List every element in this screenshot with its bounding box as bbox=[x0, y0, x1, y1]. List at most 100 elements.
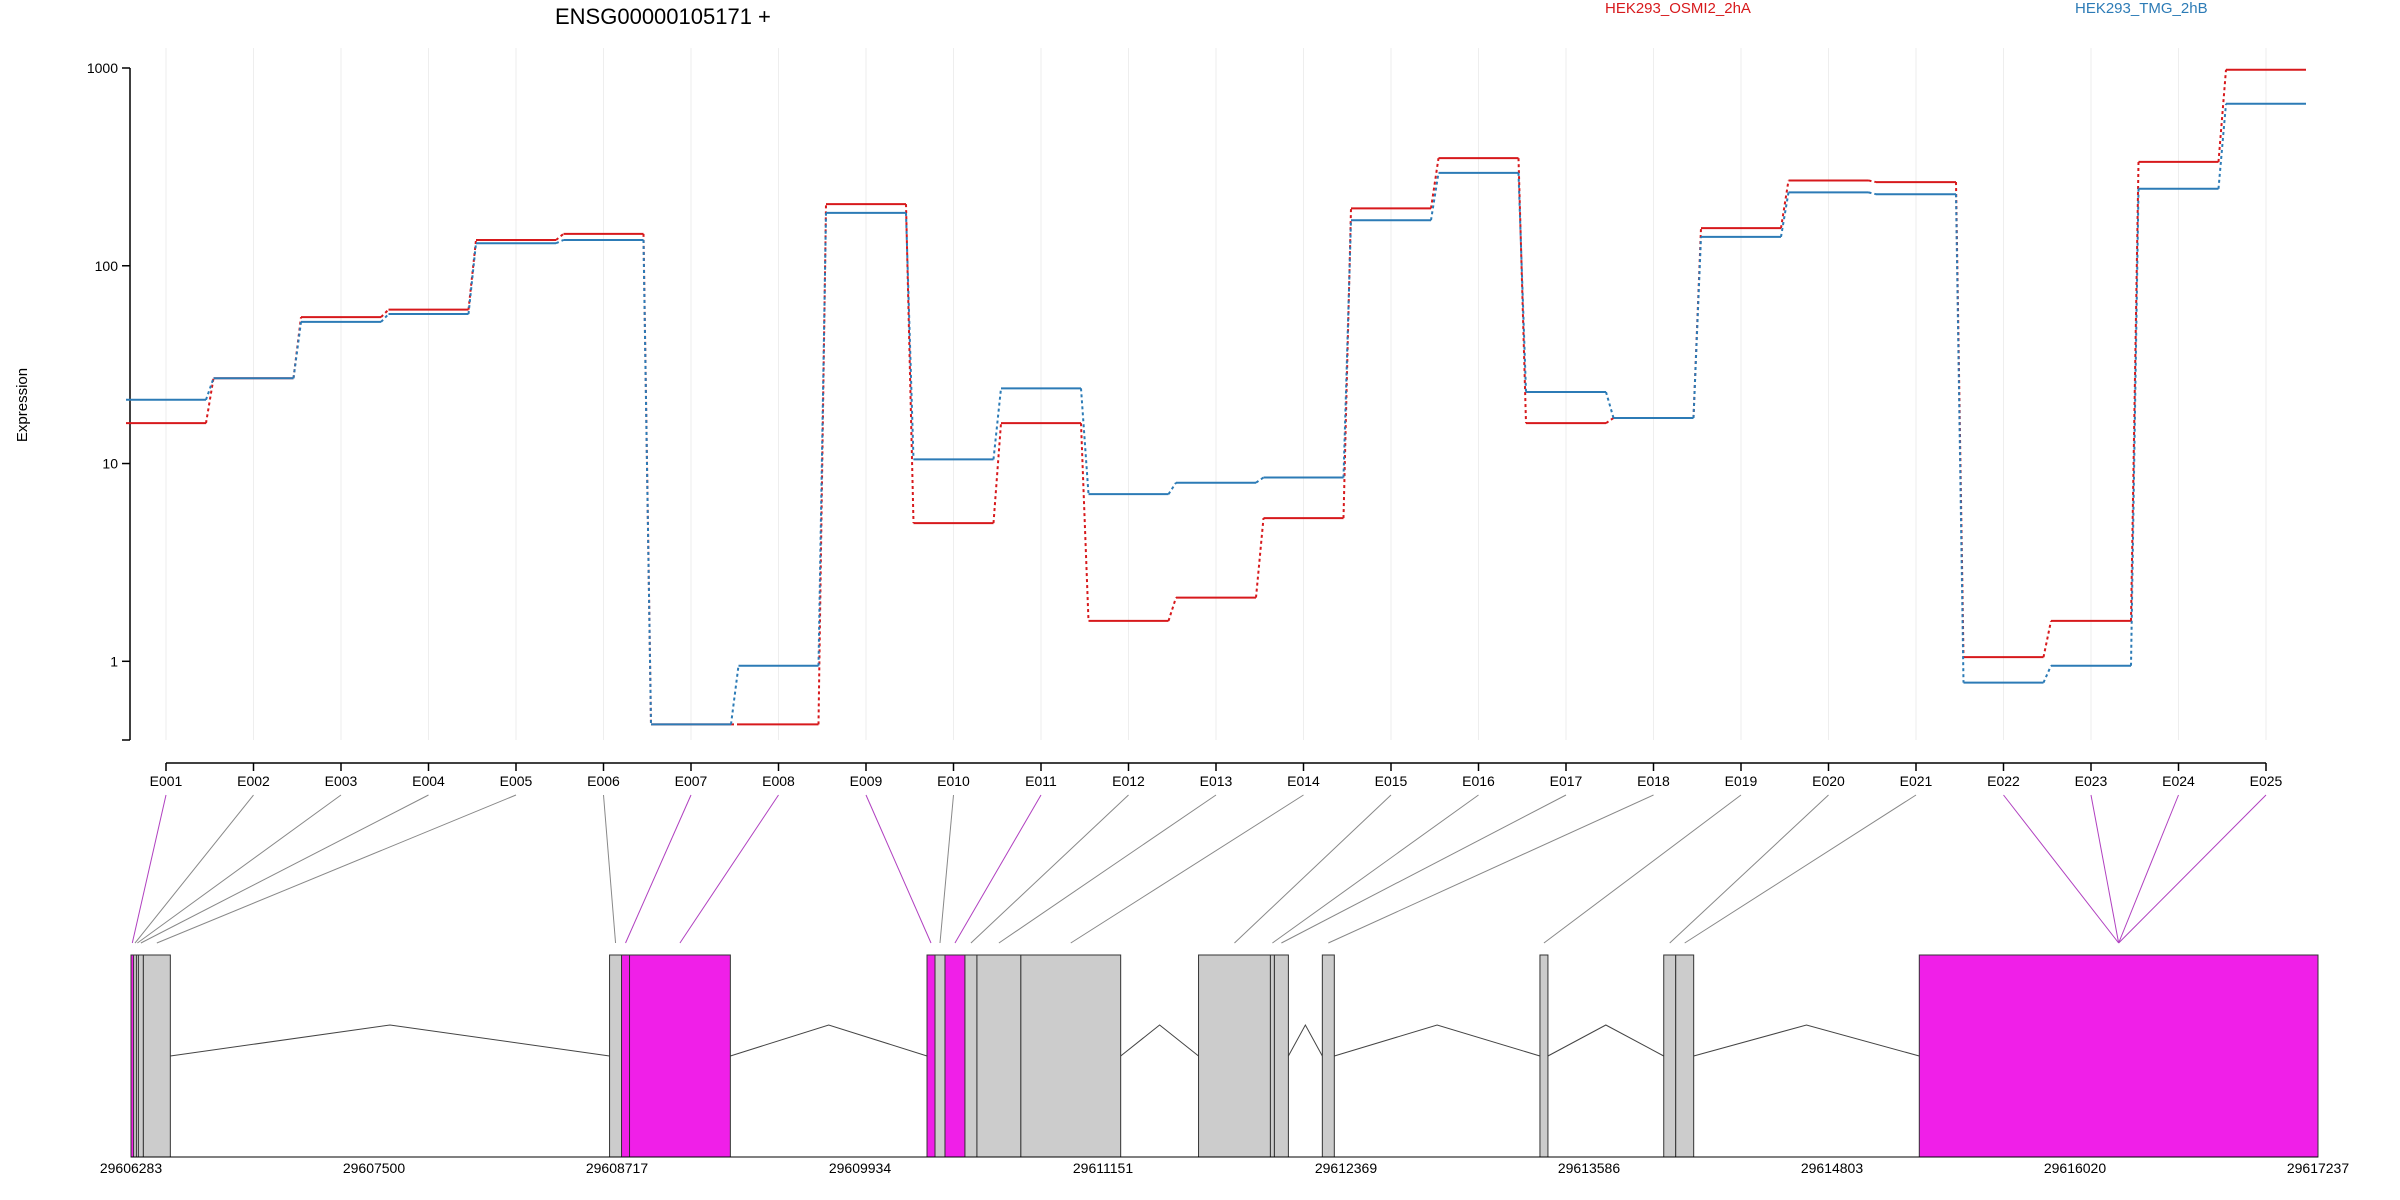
connector-e024 bbox=[2118, 794, 2179, 944]
data-transition-e001 bbox=[205, 377, 215, 401]
intron-line bbox=[730, 1024, 928, 1057]
exon-block-e013 bbox=[976, 954, 1022, 1158]
data-transition-e015 bbox=[1430, 172, 1440, 221]
coordinate-label: 29608717 bbox=[586, 1160, 649, 1176]
data-transition-e015 bbox=[1430, 158, 1440, 209]
data-transition-e010 bbox=[992, 423, 1002, 524]
data-transition-e012 bbox=[1167, 597, 1177, 622]
exon-block-e011 bbox=[944, 954, 966, 1158]
exon-block-e022 bbox=[1918, 954, 2319, 1158]
legend-series-osmi2: HEK293_OSMI2_2hA bbox=[1605, 0, 1751, 17]
connector-e012 bbox=[970, 794, 1129, 944]
connector-e018 bbox=[1328, 794, 1654, 944]
data-transition-e014 bbox=[1342, 220, 1352, 478]
data-transition-e005 bbox=[555, 239, 564, 245]
intron-line bbox=[1120, 1024, 1199, 1057]
x-tick-label-e009: E009 bbox=[850, 773, 883, 789]
x-tick-label-e017: E017 bbox=[1550, 773, 1583, 789]
data-transition-e009 bbox=[905, 204, 915, 524]
data-transition-e021 bbox=[1955, 194, 1965, 683]
exon-block-e012 bbox=[964, 954, 978, 1158]
y-tick-label-10: 10 bbox=[102, 456, 118, 472]
x-tick-label-e012: E012 bbox=[1112, 773, 1145, 789]
x-tick-label-e019: E019 bbox=[1725, 773, 1758, 789]
data-transition-e011 bbox=[1080, 423, 1090, 621]
connector-e007 bbox=[625, 794, 692, 944]
x-tick-label-e008: E008 bbox=[762, 773, 795, 789]
data-transition-e017 bbox=[1605, 391, 1615, 419]
x-tick-label-e002: E002 bbox=[237, 773, 270, 789]
x-tick-label-e024: E024 bbox=[2162, 773, 2195, 789]
connector-e002 bbox=[134, 794, 254, 944]
data-transition-e017 bbox=[1605, 417, 1615, 424]
exon-block-e006 bbox=[609, 954, 623, 1158]
exon-block-e020 bbox=[1663, 954, 1677, 1158]
exon-block-e009 bbox=[926, 954, 936, 1158]
connector-e021 bbox=[1684, 794, 1917, 944]
data-transition-e003 bbox=[380, 313, 390, 323]
exon-block-e019 bbox=[1539, 954, 1549, 1158]
data-transition-e019 bbox=[1780, 192, 1790, 238]
x-tick-label-e013: E013 bbox=[1200, 773, 1233, 789]
series-tmg bbox=[126, 102, 2306, 726]
exon-block-e005 bbox=[142, 954, 171, 1158]
exon-block-e010 bbox=[934, 954, 946, 1158]
connector-e025 bbox=[2118, 794, 2267, 944]
data-transition-e020 bbox=[1868, 191, 1877, 196]
x-tick-label-e001: E001 bbox=[150, 773, 183, 789]
series-lines bbox=[126, 68, 2306, 726]
coordinate-label: 29611151 bbox=[1073, 1160, 1133, 1176]
y-axis-label: Expression bbox=[14, 368, 31, 442]
data-transition-e016 bbox=[1517, 158, 1527, 424]
exon-block-e018 bbox=[1321, 954, 1335, 1158]
x-tick-label-e007: E007 bbox=[675, 773, 708, 789]
data-transition-e023 bbox=[2130, 161, 2140, 621]
x-tick-label-e023: E023 bbox=[2075, 773, 2108, 789]
connector-e010 bbox=[939, 794, 954, 944]
data-transition-e006 bbox=[642, 239, 652, 725]
connector-e016 bbox=[1272, 794, 1479, 944]
data-transition-e012 bbox=[1167, 482, 1177, 495]
exon-block-e008 bbox=[629, 954, 731, 1158]
exon-block-e007 bbox=[621, 954, 631, 1158]
connector-e009 bbox=[865, 794, 932, 944]
x-tick-label-e020: E020 bbox=[1812, 773, 1845, 789]
coordinate-label: 29606283 bbox=[100, 1160, 163, 1176]
connector-e005 bbox=[156, 794, 517, 944]
connector-e004 bbox=[140, 794, 429, 944]
exon-block-e015 bbox=[1198, 954, 1271, 1158]
data-transition-e023 bbox=[2130, 188, 2140, 666]
intron-line bbox=[170, 1024, 610, 1057]
intron-line bbox=[1693, 1024, 1920, 1057]
exon-block-e016 bbox=[1269, 954, 1275, 1158]
connector-e023 bbox=[2090, 794, 2120, 944]
connector-e014 bbox=[1070, 794, 1304, 944]
data-transition-e022 bbox=[2042, 620, 2052, 658]
data-transition-e018 bbox=[1692, 236, 1702, 418]
x-tick-label-e004: E004 bbox=[412, 773, 445, 789]
data-transition-e007 bbox=[730, 665, 740, 725]
data-transition-e019 bbox=[1780, 180, 1790, 229]
connector-e013 bbox=[998, 794, 1217, 944]
x-tick-label-e021: E021 bbox=[1900, 773, 1933, 789]
connector-e022 bbox=[2003, 794, 2120, 944]
x-tick-label-e022: E022 bbox=[1987, 773, 2020, 789]
x-tick-label-e011: E011 bbox=[1025, 773, 1057, 789]
x-axis: E001 E002 E003 E004 E005 E006 E007 E008 E009 E010… bbox=[150, 762, 2283, 789]
data-transition-e003 bbox=[380, 308, 390, 318]
y-tick-label-1000: 1000 bbox=[87, 60, 118, 76]
data-transition-e013 bbox=[1255, 476, 1265, 484]
x-tick-label-e005: E005 bbox=[500, 773, 533, 789]
connector-e017 bbox=[1281, 794, 1567, 944]
x-tick-label-e016: E016 bbox=[1462, 773, 1495, 789]
data-transition-e020 bbox=[1868, 179, 1877, 184]
connector-e019 bbox=[1543, 794, 1742, 944]
y-tick-label-100: 100 bbox=[95, 258, 119, 274]
data-transition-e008 bbox=[817, 212, 827, 666]
coordinate-label: 29614803 bbox=[1801, 1160, 1864, 1176]
data-transition-e022 bbox=[2042, 665, 2052, 684]
data-transition-e018 bbox=[1692, 228, 1702, 418]
vertical-gridlines bbox=[165, 48, 2267, 740]
coordinate-label: 29616020 bbox=[2044, 1160, 2107, 1176]
